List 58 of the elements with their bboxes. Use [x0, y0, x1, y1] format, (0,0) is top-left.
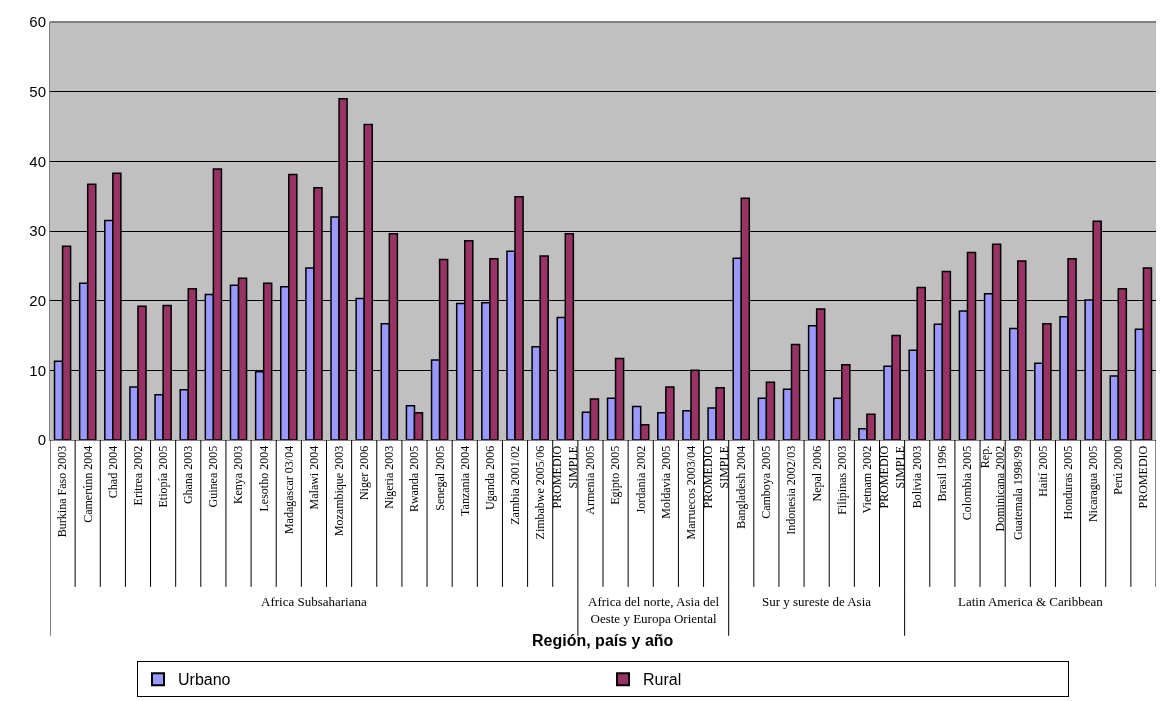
text: Latin America & Caribbean: [958, 594, 1104, 609]
x-tick-label: Niger 2006: [357, 445, 372, 501]
y-tick-label: 10: [29, 361, 46, 379]
x-tick-label: Nigeria 2003: [382, 445, 397, 509]
x-tick-label: Egipto 2005: [608, 445, 623, 505]
text: Región, país y año: [532, 632, 674, 649]
x-tick-label: Nicaragua 2005: [1086, 445, 1101, 523]
x-tick-label: Malawi 2004: [306, 445, 321, 510]
x-tick-label: Honduras 2005: [1060, 445, 1075, 520]
x-tick-label: Bolivia 2003: [910, 445, 925, 509]
x-tick-label: Etiopía 2005: [156, 445, 171, 508]
y-tick-label: 0: [37, 431, 46, 449]
text: Africa Subsahariana: [261, 594, 367, 609]
y-tick-label: 40: [29, 152, 46, 170]
text: Africa del norte, Asia del Oeste y Europa Oriental: [588, 594, 720, 626]
x-tick-label: Armenia 2005: [583, 445, 598, 515]
text: Sur y sureste de Asia: [762, 594, 872, 609]
x-tick-label: Perú 2000: [1111, 445, 1126, 495]
x-tick-label: Lesotho 2004: [256, 445, 271, 512]
x-tick-label: Moldavia 2005: [658, 445, 673, 519]
x-tick-label: Bangladesh 2004: [734, 445, 749, 529]
x-tick-label: Ghana 2003: [181, 445, 196, 505]
y-tick-label: 20: [29, 291, 46, 309]
x-tick-label: PROMEDIO SIMPLE: [701, 445, 731, 509]
y-tick-label: 30: [29, 222, 46, 240]
y-tick-label: 60: [29, 13, 46, 31]
x-tick-label: PROMEDIO SIMPLE: [550, 445, 580, 509]
x-tick-label: PROMEDIO: [1136, 445, 1151, 509]
x-tick-label: Zambia 2001/02: [507, 445, 522, 525]
x-tick-label: Zimbabwe 2005/06: [533, 445, 548, 540]
x-tick-label: Mozambique 2003: [331, 445, 346, 537]
x-tick-label: Guatemala 1998/99: [1010, 445, 1025, 541]
y-tick-label: 50: [29, 82, 46, 100]
x-tick-label: Uganda 2006: [482, 445, 497, 511]
x-tick-label: Haití 2005: [1035, 445, 1050, 497]
x-tick-label: Kenya 2003: [231, 445, 246, 505]
x-tick-label: Burkina Faso 2003: [55, 445, 70, 538]
x-tick-label: Guinea 2005: [206, 445, 221, 508]
x-tick-label: Vietnam 2002: [859, 445, 874, 514]
x-tick-label: Marruecos 2003/04: [683, 445, 698, 540]
x-tick-label: Filipinas 2003: [834, 445, 849, 515]
legend-label: Rural: [643, 671, 682, 689]
x-tick-label: Tanzania 2004: [457, 445, 472, 516]
x-tick-label: Colombia 2005: [960, 445, 975, 521]
x-tick-label: Chad 2004: [105, 445, 120, 499]
x-tick-label: Rep. Dominicana 2002: [977, 445, 1008, 532]
x-tick-label: Rwanda 2005: [407, 445, 422, 513]
x-tick-label: Indonesia 2002/03: [784, 445, 799, 535]
x-tick-label: Eritrea 2002: [130, 445, 145, 506]
legend-label: Urbano: [178, 671, 231, 689]
x-tick-label: Camerúnn 2004: [80, 445, 95, 523]
x-tick-label: Nepal 2006: [809, 445, 824, 502]
x-tick-label: Camboya 2005: [759, 445, 774, 519]
x-tick-label: Jordania 2002: [633, 445, 648, 514]
x-tick-label: PROMEDIO SIMPLE: [877, 445, 907, 509]
x-tick-label: Madagascar 03/04: [281, 445, 296, 535]
x-tick-label: Senegal 2005: [432, 445, 447, 511]
x-tick-label: Brasil 1996: [935, 445, 950, 502]
